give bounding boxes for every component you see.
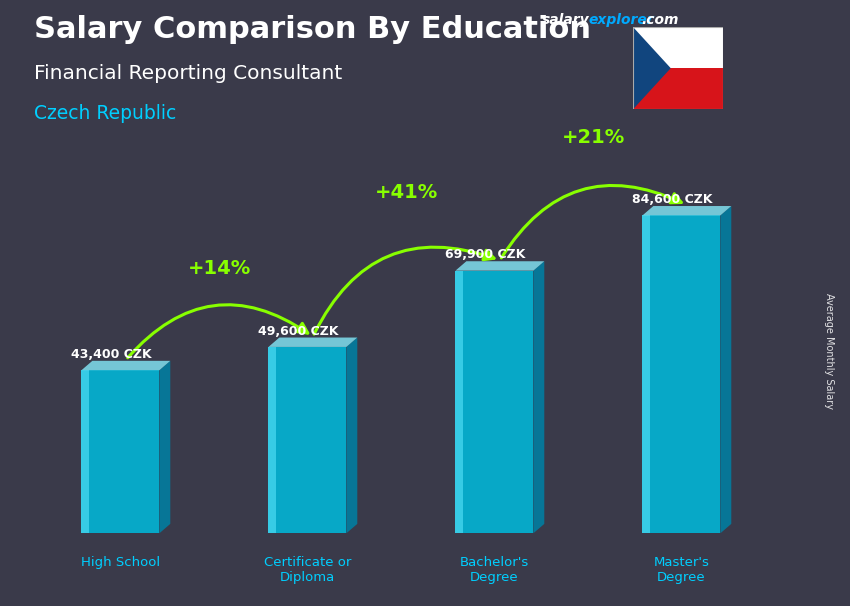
Polygon shape: [159, 361, 170, 533]
Bar: [82, 370, 159, 533]
Text: Average Monthly Salary: Average Monthly Salary: [824, 293, 834, 410]
Bar: [456, 271, 463, 533]
Polygon shape: [534, 261, 544, 533]
Bar: [633, 27, 722, 68]
Polygon shape: [456, 261, 544, 271]
Text: salary: salary: [542, 13, 590, 27]
Polygon shape: [643, 206, 731, 215]
Text: Bachelor's
Degree: Bachelor's Degree: [460, 556, 529, 584]
Polygon shape: [720, 206, 731, 533]
Bar: [643, 215, 720, 533]
Text: explorer: explorer: [588, 13, 654, 27]
Text: +14%: +14%: [188, 259, 251, 278]
Bar: [456, 271, 534, 533]
Bar: [82, 370, 89, 533]
Text: Master's
Degree: Master's Degree: [654, 556, 710, 584]
Text: .com: .com: [641, 13, 678, 27]
Text: Salary Comparison By Education: Salary Comparison By Education: [34, 15, 591, 44]
Bar: [269, 347, 347, 533]
Text: +41%: +41%: [375, 183, 438, 202]
Polygon shape: [82, 361, 170, 370]
Text: 69,900 CZK: 69,900 CZK: [445, 248, 525, 261]
Text: High School: High School: [81, 556, 160, 569]
Text: Financial Reporting Consultant: Financial Reporting Consultant: [34, 64, 343, 82]
Polygon shape: [633, 27, 671, 109]
Bar: [643, 215, 650, 533]
Text: 84,600 CZK: 84,600 CZK: [632, 193, 712, 206]
Text: 43,400 CZK: 43,400 CZK: [71, 348, 151, 361]
Text: 49,600 CZK: 49,600 CZK: [258, 325, 338, 338]
Polygon shape: [347, 338, 357, 533]
Text: Czech Republic: Czech Republic: [34, 104, 176, 123]
Text: +21%: +21%: [562, 128, 625, 147]
Bar: [633, 68, 722, 109]
Polygon shape: [269, 338, 357, 347]
Text: Certificate or
Diploma: Certificate or Diploma: [264, 556, 351, 584]
Bar: [269, 347, 276, 533]
